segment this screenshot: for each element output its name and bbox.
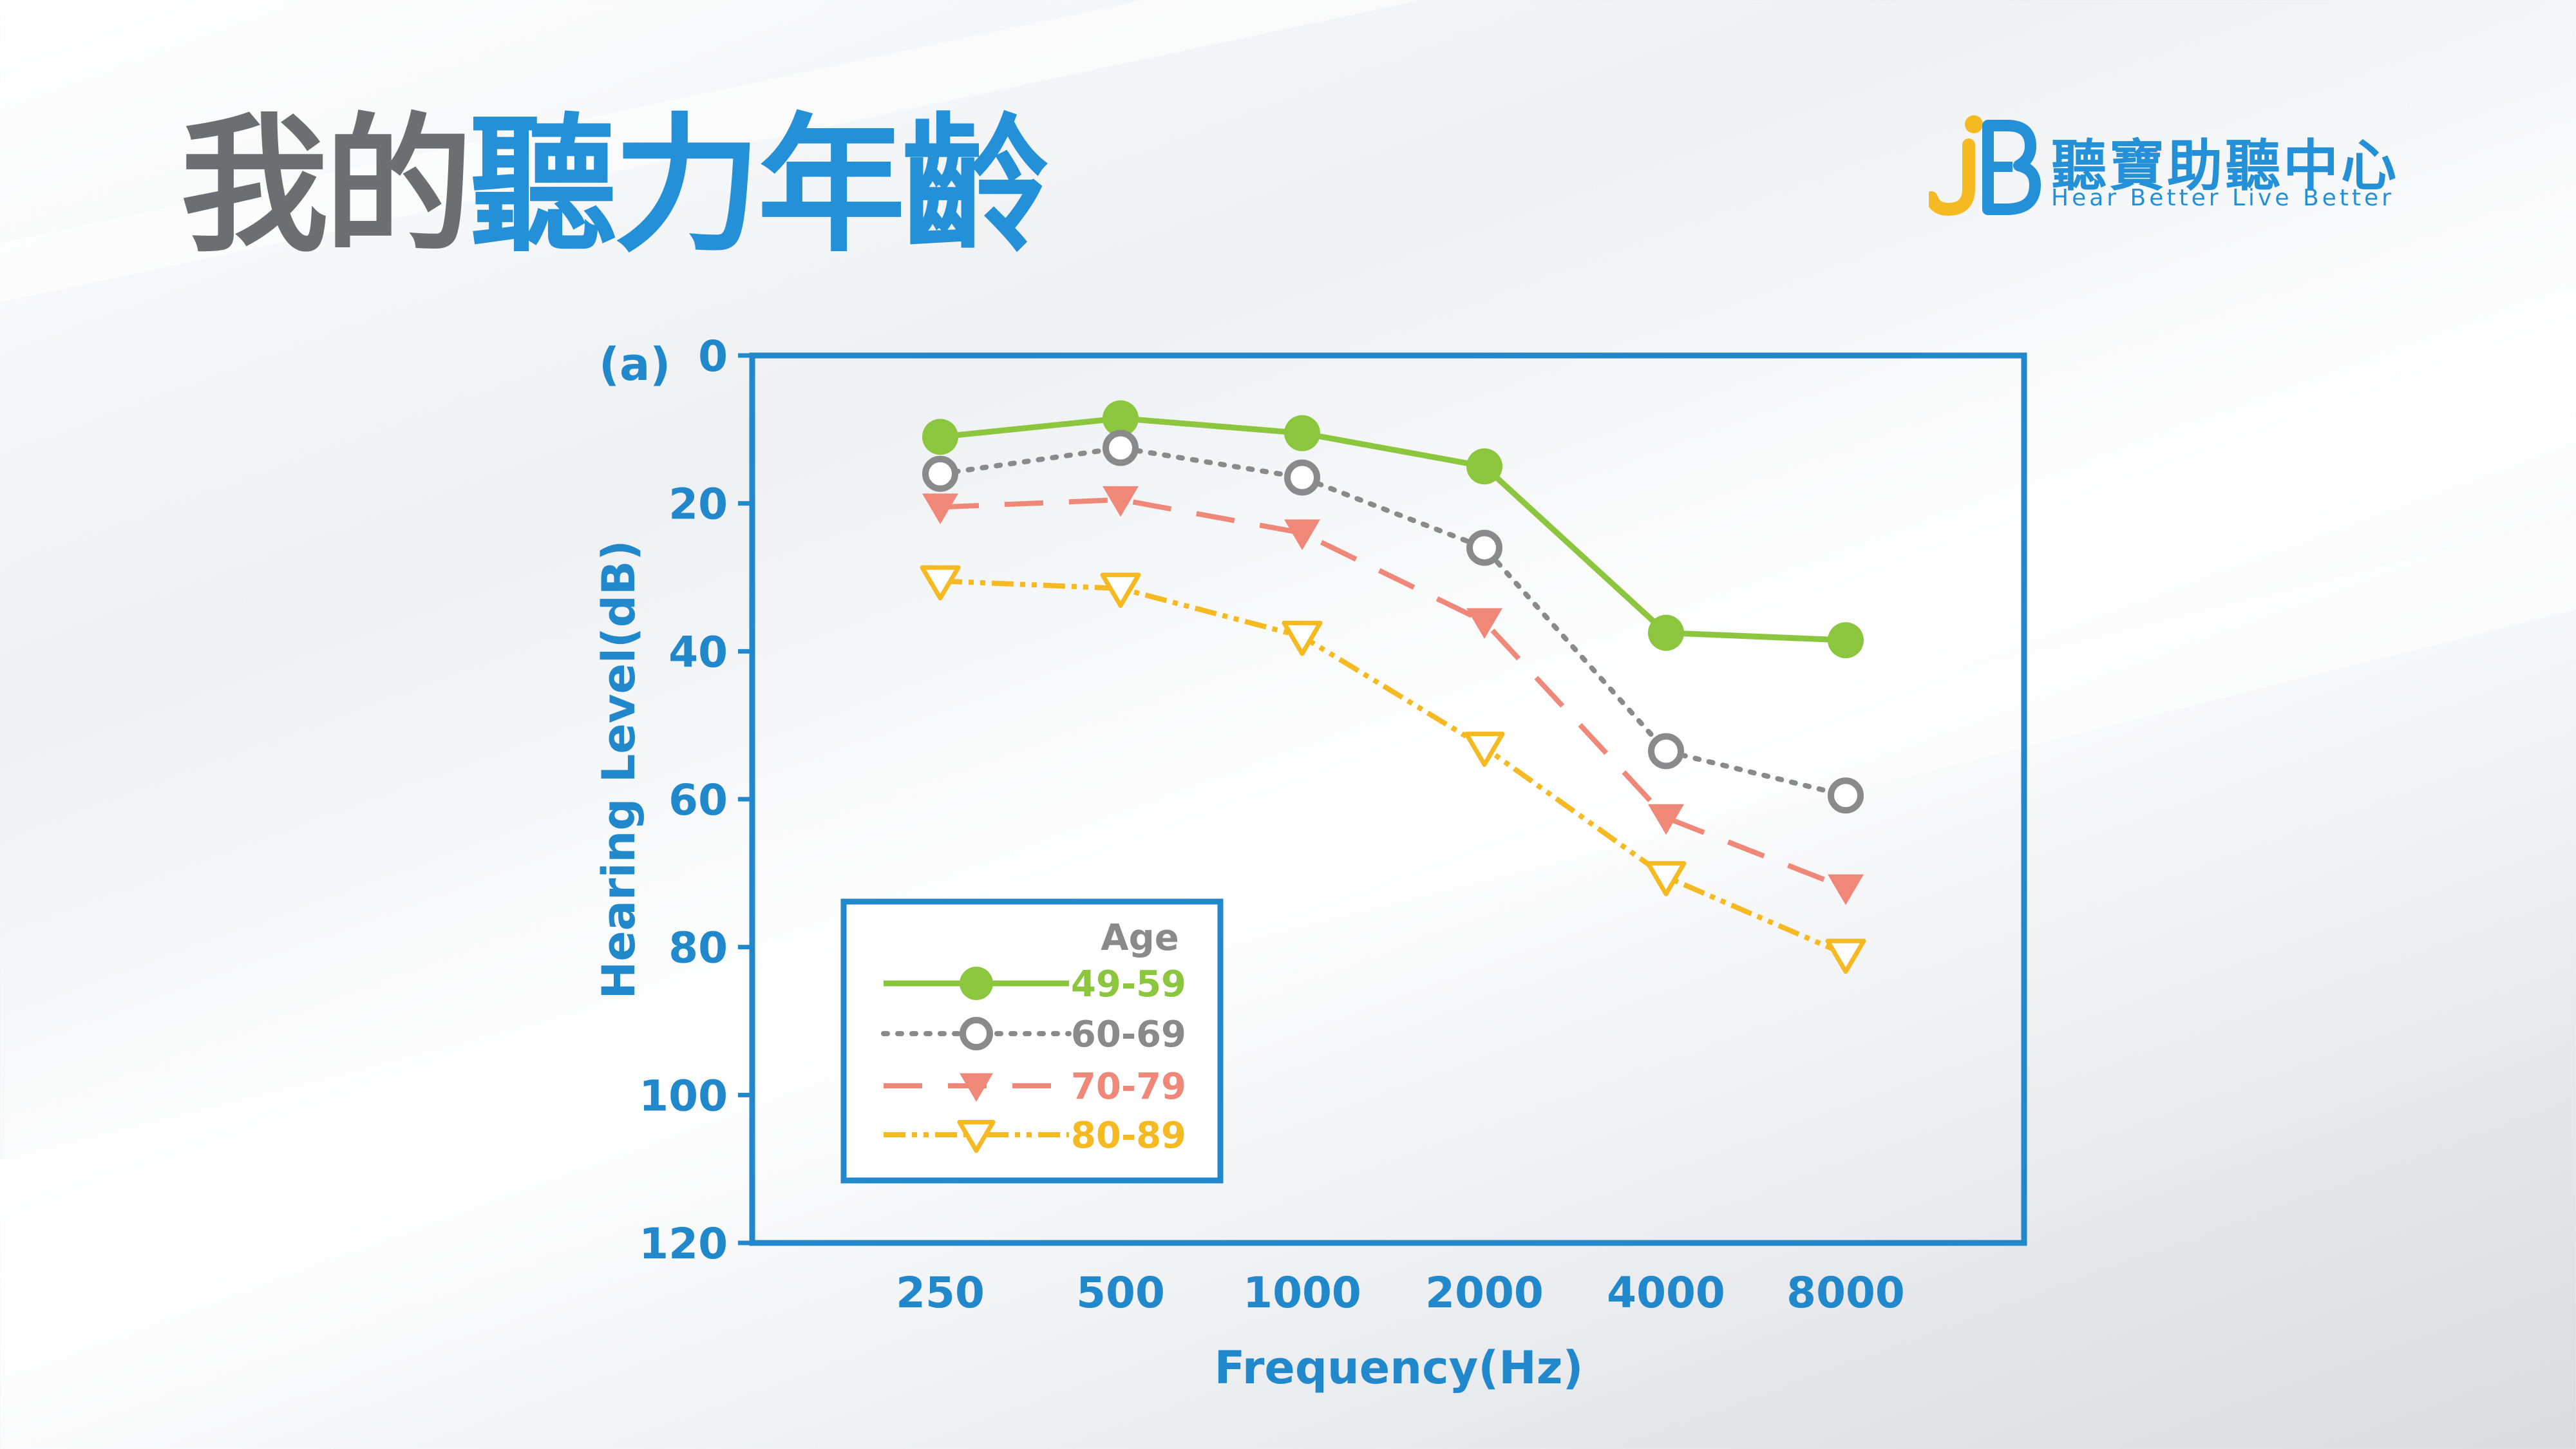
data-point — [1103, 430, 1139, 466]
data-point — [1103, 400, 1139, 437]
legend-label: 80-89 — [1071, 1115, 1186, 1157]
data-point — [1284, 519, 1320, 551]
data-point — [1466, 448, 1502, 485]
series-line — [940, 415, 1846, 643]
brand-logo: 聽寶助聽中心 Hear Better Live Better — [1929, 113, 2418, 222]
series-60-69 — [922, 430, 1864, 814]
data-point — [1648, 804, 1684, 835]
y-tick-label: 40 — [668, 627, 728, 677]
y-axis-ticks: 0 20 40 60 80 100 120 — [639, 332, 752, 1269]
y-tick-label: 0 — [698, 332, 728, 381]
series-line — [940, 578, 1847, 957]
y-tick-label: 120 — [639, 1219, 728, 1269]
data-point — [1466, 529, 1502, 566]
panel-label: (a) — [599, 338, 670, 391]
x-tick-label: 250 — [896, 1268, 985, 1318]
data-point — [1648, 614, 1684, 651]
y-axis-label: Hearing Level(dB) — [592, 540, 645, 999]
data-point — [1825, 938, 1866, 974]
data-point — [1828, 874, 1864, 905]
legend-marker — [960, 1017, 993, 1050]
legend-label: 60-69 — [1071, 1014, 1186, 1056]
legend-title: Age — [1101, 917, 1179, 959]
x-tick-label: 500 — [1076, 1268, 1165, 1318]
data-point — [922, 455, 958, 492]
legend-label: 70-79 — [1071, 1066, 1186, 1108]
data-point — [920, 565, 961, 601]
series-line — [940, 497, 1847, 891]
series-80-89 — [920, 565, 1866, 974]
y-tick-label: 20 — [668, 480, 728, 529]
data-point — [1645, 861, 1687, 896]
page-title: 我的聽力年齡 — [180, 113, 1050, 261]
x-tick-label: 8000 — [1786, 1268, 1905, 1318]
data-point — [1100, 573, 1141, 608]
data-point — [922, 493, 958, 525]
y-tick-label: 100 — [639, 1071, 728, 1121]
series-70-79 — [922, 486, 1864, 905]
data-point — [922, 419, 958, 455]
x-tick-label: 1000 — [1243, 1268, 1361, 1318]
data-point — [1464, 732, 1505, 767]
x-tick-label: 4000 — [1607, 1268, 1725, 1318]
title-part-2: 聽力年齡 — [469, 100, 1050, 272]
x-tick-label: 2000 — [1425, 1268, 1544, 1318]
data-point — [1828, 777, 1864, 814]
data-point — [1648, 733, 1684, 770]
series-layer — [920, 400, 1866, 974]
y-tick-label: 80 — [668, 923, 728, 973]
jb-logo-icon — [1929, 115, 2041, 216]
brand-slogan: Hear Better Live Better — [2051, 185, 2394, 211]
legend-label: 49-59 — [1071, 963, 1186, 1005]
data-point — [1282, 620, 1323, 656]
x-axis-label: Frequency(Hz) — [1214, 1341, 1583, 1394]
data-point — [1103, 486, 1139, 517]
series-line — [938, 445, 1848, 799]
title-part-1: 我的 — [180, 100, 473, 272]
legend-marker — [957, 1120, 996, 1153]
x-axis-ticks: 250 500 1000 2000 4000 8000 — [896, 1268, 1905, 1318]
legend-marker — [960, 967, 993, 1000]
data-point — [1284, 459, 1320, 496]
brand-name: 聽寶助聽中心 — [2051, 134, 2399, 198]
legend-marker — [960, 1073, 993, 1102]
y-tick-label: 60 — [668, 775, 728, 825]
data-point — [1466, 608, 1502, 639]
data-point — [1284, 415, 1320, 451]
series-49-59 — [922, 400, 1864, 659]
legend-box — [840, 898, 1224, 1184]
data-point — [1828, 622, 1864, 659]
